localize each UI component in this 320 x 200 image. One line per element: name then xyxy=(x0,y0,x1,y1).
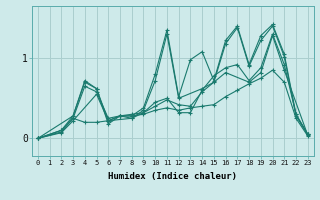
X-axis label: Humidex (Indice chaleur): Humidex (Indice chaleur) xyxy=(108,172,237,181)
